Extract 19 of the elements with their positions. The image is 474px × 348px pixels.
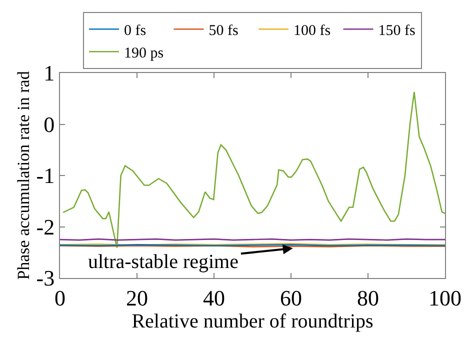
legend-label: 190 ps <box>124 46 164 62</box>
legend-label: 0 fs <box>124 23 146 39</box>
x-tick-label: 100 <box>428 285 462 310</box>
y-tick-label: 0 <box>44 112 55 137</box>
y-axis-title: Phase accumulation rate in rad <box>14 70 33 280</box>
x-tick-label: 60 <box>280 285 302 310</box>
legend-label: 150 fs <box>378 23 416 39</box>
x-tick-label: 80 <box>357 285 379 310</box>
y-tick-label: -2 <box>36 214 55 240</box>
legend-label: 50 fs <box>208 23 238 39</box>
x-axis-title: Relative number of roundtrips <box>132 310 374 332</box>
y-tick-label: 1 <box>44 60 55 86</box>
x-tick-label: 40 <box>203 285 225 310</box>
line-series <box>62 91 445 248</box>
y-tick-label: -1 <box>36 163 55 188</box>
legend-label: 100 fs <box>294 23 331 39</box>
annotation: ultra-stable regime <box>88 251 239 273</box>
x-tick-label: 20 <box>126 285 148 310</box>
y-tick-label: -3 <box>36 266 55 291</box>
